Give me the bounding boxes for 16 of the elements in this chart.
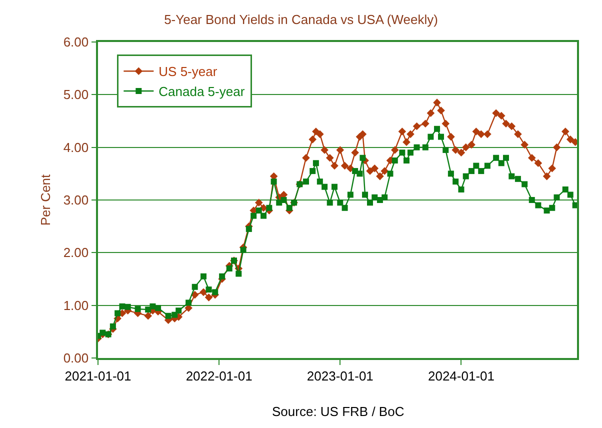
y-tick-label: 6.00: [63, 34, 89, 50]
legend-label: Canada 5-year: [158, 84, 246, 100]
y-axis-title: Per Cent: [38, 174, 53, 226]
chart-title: 5-Year Bond Yields in Canada vs USA (Weekly): [164, 12, 438, 28]
x-tick-label: 2022-01-01: [186, 368, 252, 384]
x-tick-label: 2021-01-01: [64, 368, 132, 384]
y-tick-label: 5.00: [63, 87, 89, 102]
x-tick-label: 2024-01-01: [428, 368, 494, 384]
y-tick-label: 4.00: [63, 140, 89, 155]
legend-label: US 5-year: [158, 64, 218, 80]
y-tick-label: 2.00: [63, 245, 89, 260]
y-tick-label: 0.00: [63, 350, 89, 366]
x-tick-label: 2023-01-01: [306, 368, 374, 384]
source-note: Source: US FRB / BoC: [272, 404, 404, 419]
y-tick-label: 3.00: [63, 192, 89, 208]
y-tick-label: 1.00: [63, 298, 89, 313]
